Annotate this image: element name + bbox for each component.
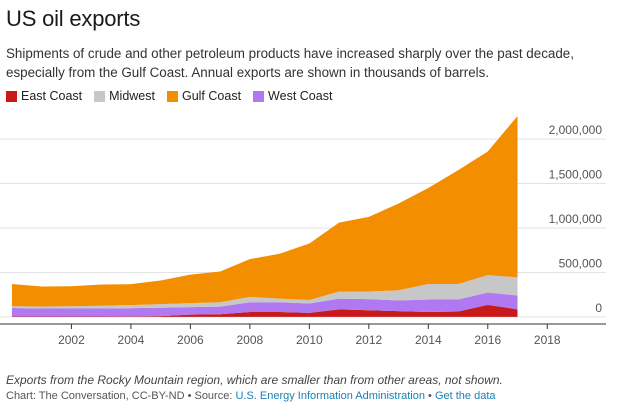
chart-legend: East Coast Midwest Gulf Coast West Coast [6,89,332,103]
area-gulf-coast [11,116,518,307]
source-link[interactable]: U.S. Energy Information Administration [235,390,425,402]
legend-swatch-midwest [94,90,106,102]
y-tick-label: 0 [595,301,602,315]
legend-swatch-east-coast [6,90,17,102]
axes: 0 500,000 1,000,000 1,500,000 2,000,000 2002 2… [0,123,606,347]
y-tick-label: 1,500,000 [549,168,603,182]
x-tick-label: 2004 [118,333,145,347]
x-tick-label: 2018 [534,333,561,347]
area-chart: 0 500,000 1,000,000 1,500,000 2,000,000 2002 2… [0,116,606,347]
x-tick-label: 2012 [355,333,382,347]
area-west-coast [11,292,518,317]
legend-item-west-coast: West Coast [253,89,332,103]
legend-label-midwest: Midwest [109,89,155,103]
legend-item-east-coast: East Coast [6,89,82,103]
legend-label-east-coast: East Coast [21,89,83,103]
y-tick-label: 500,000 [559,256,603,270]
chart-title: US oil exports [6,6,141,31]
y-tick-label: 1,000,000 [549,212,603,226]
legend-item-midwest: Midwest [94,89,155,103]
x-tick-label: 2010 [296,333,323,347]
x-tick-label: 2016 [474,333,501,347]
area-series [11,116,518,317]
legend-item-gulf-coast: Gulf Coast [166,89,242,103]
chart-source: Chart: The Conversation, CC-BY-ND • Sour… [6,390,496,402]
chart-subtitle: Shipments of crude and other petroleum p… [6,46,574,80]
source-separator: • [424,390,435,402]
area-east-coast [11,304,518,317]
chart-note: Exports from the Rocky Mountain region, … [6,373,503,387]
legend-label-gulf-coast: Gulf Coast [181,89,242,103]
legend-swatch-west-coast [253,90,265,102]
y-tick-label: 2,000,000 [549,123,603,137]
legend-label-west-coast: West Coast [268,89,333,103]
x-tick-label: 2014 [415,333,442,347]
source-prefix: Chart: The Conversation, CC-BY-ND • Sour… [6,390,236,402]
area-midwest [11,275,518,309]
x-tick-label: 2008 [237,333,264,347]
x-tick-label: 2002 [58,333,85,347]
legend-swatch-gulf-coast [166,90,178,102]
get-data-link[interactable]: Get the data [434,390,496,402]
x-tick-label: 2006 [177,333,204,347]
